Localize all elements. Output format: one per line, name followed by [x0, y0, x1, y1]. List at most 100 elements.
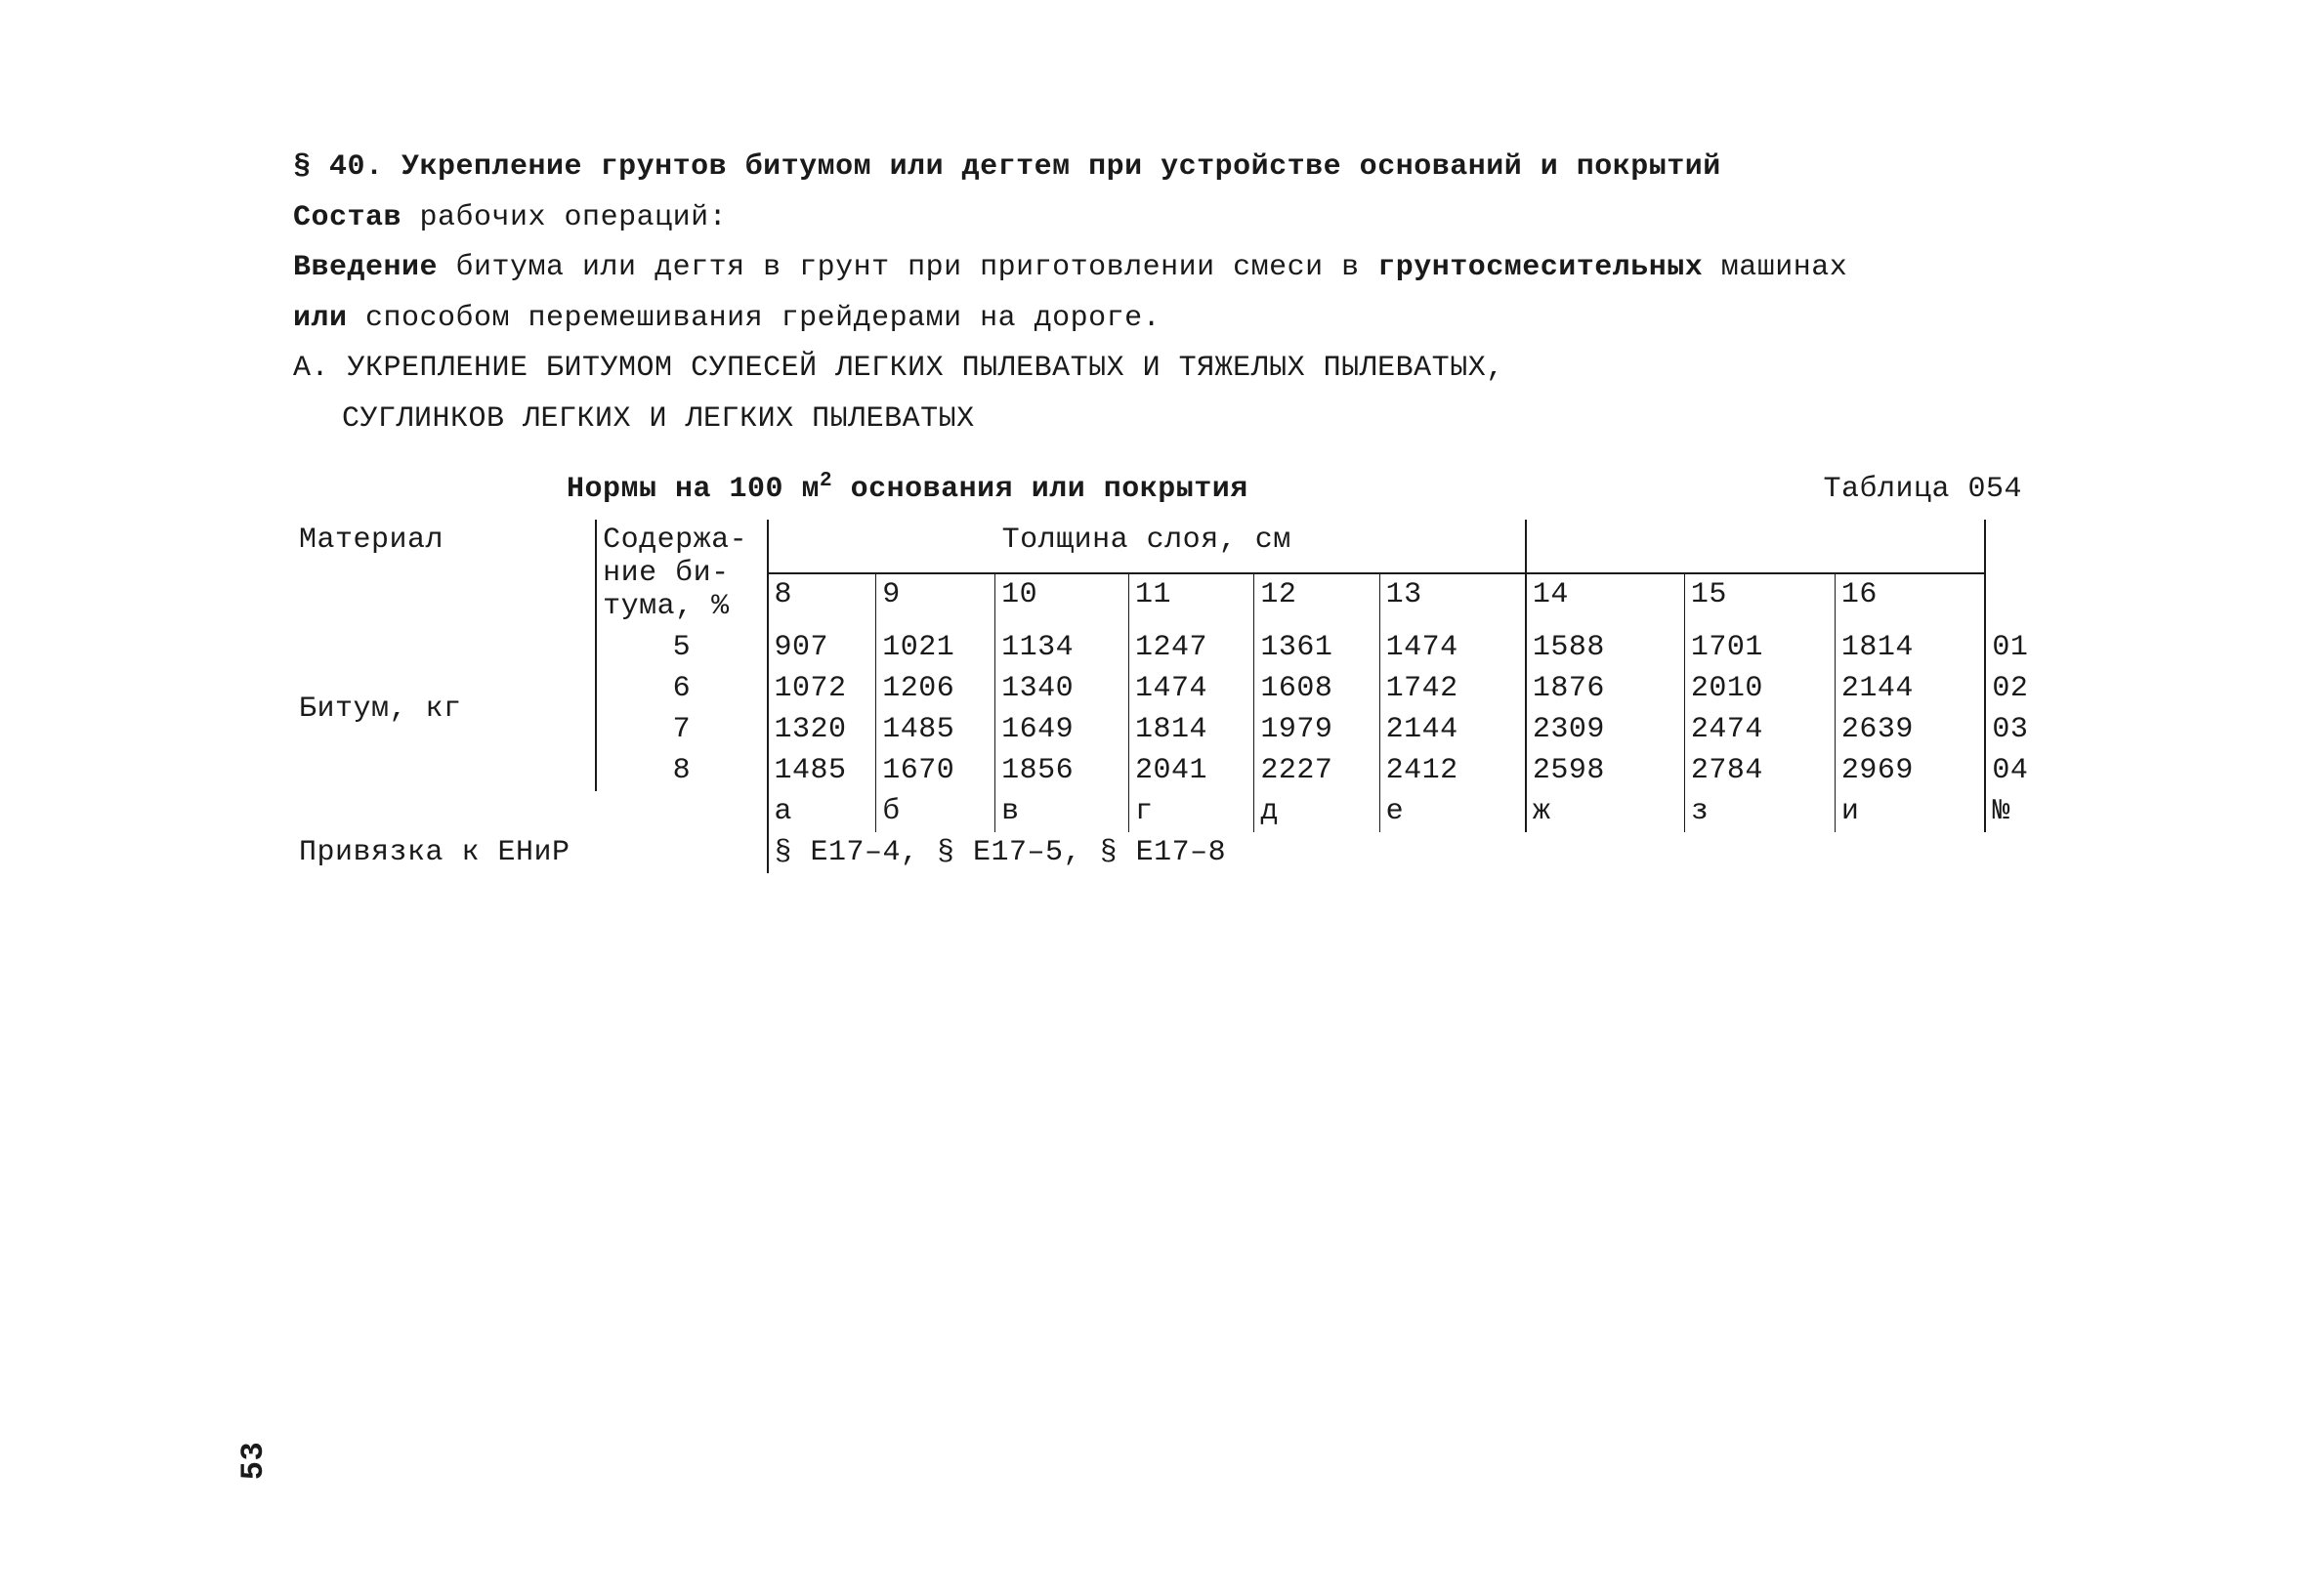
cell-r4c8: 2784	[1684, 750, 1835, 791]
cell-letter-no: №	[1985, 791, 2069, 832]
th-col-15: 15	[1684, 573, 1835, 627]
cell-r3c5: 1979	[1254, 709, 1379, 750]
cell-r2c4: 1474	[1129, 668, 1254, 709]
norms-text-a: Нормы на 100 м	[567, 473, 820, 506]
th-thickness: Толщина слоя, см	[768, 520, 1526, 573]
th-content: Содержа- ние би- тума, %	[596, 520, 767, 627]
norms-row: Нормы на 100 м2 основания или покрытия Т…	[293, 470, 2069, 506]
cell-r2c7: 1876	[1526, 668, 1685, 709]
cell-r3c9: 2639	[1835, 709, 1985, 750]
cell-letter-a: а	[768, 791, 876, 832]
data-row-1: Битум, кг 5 907 1021 1134 1247 1361 1474…	[293, 627, 2069, 668]
cell-r1c3: 1134	[995, 627, 1129, 668]
cell-r3c8: 2474	[1684, 709, 1835, 750]
intro-word-1: Введение	[293, 251, 438, 284]
cell-r3c4: 1814	[1129, 709, 1254, 750]
th-col-12: 12	[1254, 573, 1379, 627]
cell-r1c1: 907	[768, 627, 876, 668]
section-marker: § 40.	[293, 150, 384, 184]
cell-r2c3: 1340	[995, 668, 1129, 709]
letter-row: а б в г д е ж з и №	[293, 791, 2069, 832]
cell-r4c7: 2598	[1526, 750, 1685, 791]
cell-content-2: 6	[596, 668, 767, 709]
header-row-1: Материал Содержа- ние би- тума, % Толщин…	[293, 520, 2069, 573]
cell-r4c3: 1856	[995, 750, 1129, 791]
operations-heading: Состав рабочих операций:	[293, 197, 2069, 240]
th-col-8: 8	[768, 573, 876, 627]
intro-word-2: грунтосмесительных	[1377, 251, 1703, 284]
cell-r3rn: 03	[1985, 709, 2069, 750]
cell-r1rn: 01	[1985, 627, 2069, 668]
section-title: Укрепление грунтов битумом или дегтем пр…	[401, 150, 1721, 184]
th-col-14: 14	[1526, 573, 1685, 627]
cell-r2c6: 1742	[1379, 668, 1526, 709]
norms-sup: 2	[820, 470, 832, 492]
cell-r2c1: 1072	[768, 668, 876, 709]
th-blank-group	[1526, 520, 1986, 573]
cell-letter-z: з	[1684, 791, 1835, 832]
cell-ref-label: Привязка к ЕНиР	[293, 832, 768, 873]
section-heading: § 40. Укрепление грунтов битумом или дег…	[293, 147, 2069, 189]
cell-r1c7: 1588	[1526, 627, 1685, 668]
cell-content-4: 8	[596, 750, 767, 791]
cell-letter-v: в	[995, 791, 1129, 832]
cell-r1c5: 1361	[1254, 627, 1379, 668]
table-number: Таблица 054	[1823, 473, 2022, 506]
intro-word-3: или	[293, 302, 348, 335]
cell-r4c5: 2227	[1254, 750, 1379, 791]
subsection-a-line-1: А. УКРЕПЛЕНИЕ БИТУМОМ СУПЕСЕЙ ЛЕГКИХ ПЫЛ…	[293, 348, 2069, 391]
th-col-11: 11	[1129, 573, 1254, 627]
subsection-a-line-2: СУГЛИНКОВ ЛЕГКИХ И ЛЕГКИХ ПЫЛЕВАТЫХ	[293, 399, 2069, 441]
reference-row: Привязка к ЕНиР § Е17–4, § Е17–5, § Е17–…	[293, 832, 2069, 873]
cell-letters-pad2	[596, 791, 767, 832]
th-rownum	[1985, 520, 2069, 627]
th-col-9: 9	[876, 573, 995, 627]
th-col-16: 16	[1835, 573, 1985, 627]
cell-letter-zh: ж	[1526, 791, 1685, 832]
intro-line-2: или способом перемешивания грейдерами на…	[293, 298, 2069, 341]
cell-r1c6: 1474	[1379, 627, 1526, 668]
cell-content-3: 7	[596, 709, 767, 750]
cell-r2c9: 2144	[1835, 668, 1985, 709]
cell-r2c8: 2010	[1684, 668, 1835, 709]
cell-r4c6: 2412	[1379, 750, 1526, 791]
cell-r1c2: 1021	[876, 627, 995, 668]
cell-r4rn: 04	[1985, 750, 2069, 791]
cell-material: Битум, кг	[293, 627, 596, 791]
intro-line-1: Введение битума или дегтя в грунт при пр…	[293, 247, 2069, 290]
intro-text-2: машинах	[1703, 251, 1847, 284]
cell-content-1: 5	[596, 627, 767, 668]
table-054: Материал Содержа- ние би- тума, % Толщин…	[293, 520, 2069, 873]
cell-ref-value: § Е17–4, § Е17–5, § Е17–8	[768, 832, 2069, 873]
cell-r2rn: 02	[1985, 668, 2069, 709]
operations-label: Состав	[293, 201, 401, 234]
cell-r3c3: 1649	[995, 709, 1129, 750]
cell-letter-e: е	[1379, 791, 1526, 832]
cell-letter-i: и	[1835, 791, 1985, 832]
document-page: § 40. Укрепление грунтов битумом или дег…	[0, 0, 2323, 1596]
th-col-10: 10	[995, 573, 1129, 627]
page-number: 53	[235, 1442, 272, 1480]
th-material: Материал	[293, 520, 596, 627]
cell-r1c9: 1814	[1835, 627, 1985, 668]
cell-letter-g: г	[1129, 791, 1254, 832]
cell-letters-pad1	[293, 791, 596, 832]
th-col-13: 13	[1379, 573, 1526, 627]
intro-text-3: способом перемешивания грейдерами на дор…	[348, 302, 1162, 335]
operations-suffix: рабочих операций:	[401, 201, 727, 234]
cell-letter-b: б	[876, 791, 995, 832]
intro-text-1: битума или дегтя в грунт при приготовлен…	[438, 251, 1377, 284]
cell-r4c2: 1670	[876, 750, 995, 791]
cell-r1c8: 1701	[1684, 627, 1835, 668]
cell-r3c7: 2309	[1526, 709, 1685, 750]
cell-r4c4: 2041	[1129, 750, 1254, 791]
cell-r3c2: 1485	[876, 709, 995, 750]
cell-r4c1: 1485	[768, 750, 876, 791]
cell-r4c9: 2969	[1835, 750, 1985, 791]
cell-r2c5: 1608	[1254, 668, 1379, 709]
cell-letter-d: д	[1254, 791, 1379, 832]
cell-r1c4: 1247	[1129, 627, 1254, 668]
norms-text-b: основания или покрытия	[832, 473, 1248, 506]
cell-r2c2: 1206	[876, 668, 995, 709]
cell-r3c6: 2144	[1379, 709, 1526, 750]
